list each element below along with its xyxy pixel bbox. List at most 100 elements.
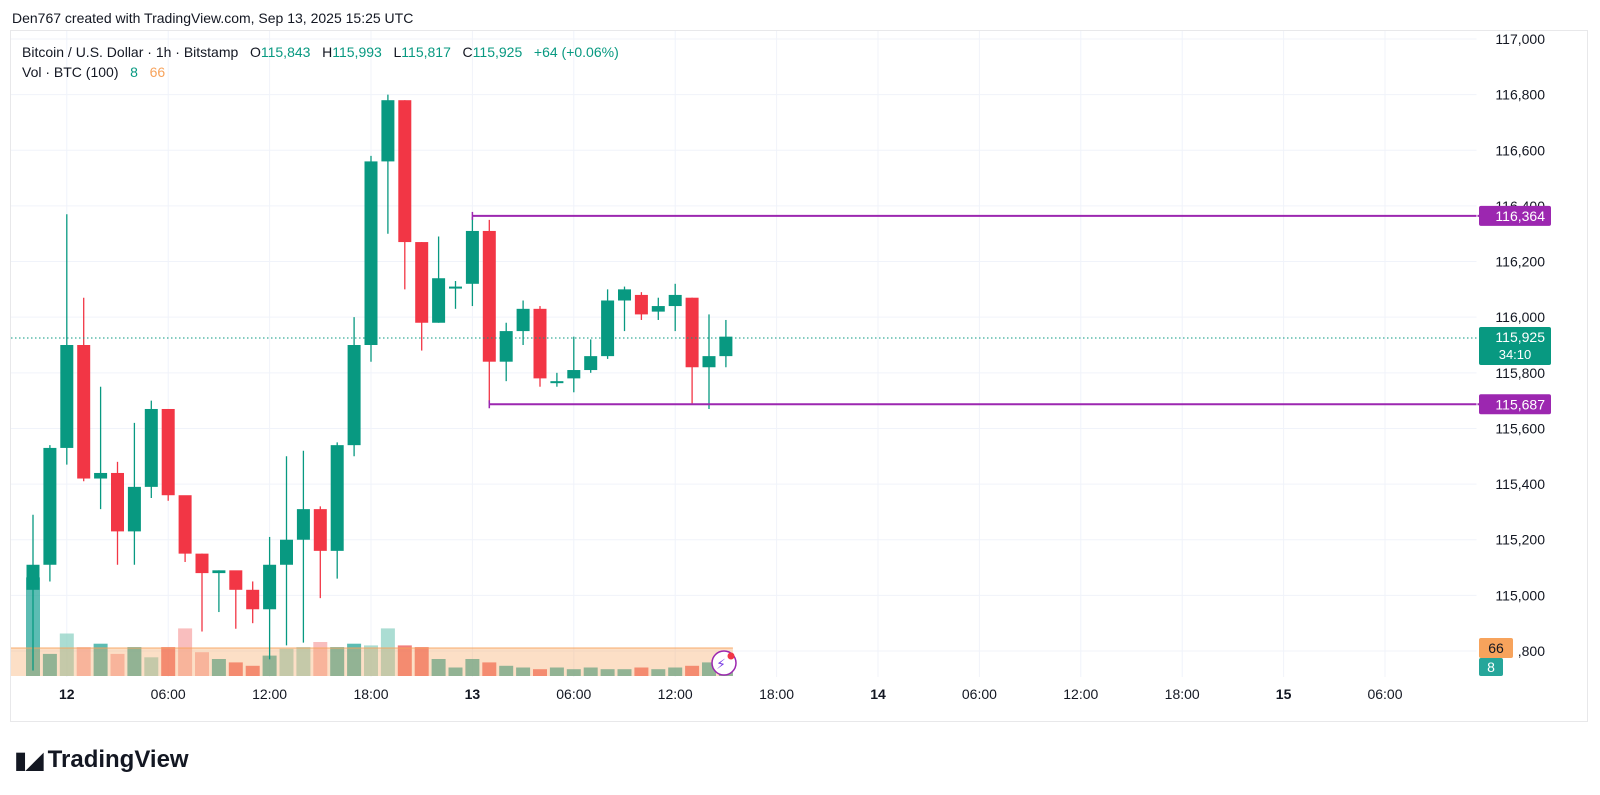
candle-body[interactable] [94,472,108,479]
candle-body[interactable] [229,570,243,590]
volume-bar [431,659,446,676]
candle-body[interactable] [347,345,361,446]
volume-bar [76,647,91,676]
candle-body[interactable] [127,486,141,532]
candle-body[interactable] [398,100,412,243]
open-value: 115,843 [260,44,311,60]
ohlc-row: Bitcoin / U.S. Dollar · 1h · Bitstamp O1… [22,42,619,62]
y-tick-label: 115,800 [1495,365,1545,381]
candle-body[interactable] [246,589,260,610]
candle-body[interactable] [195,553,209,574]
volume-bar [93,643,108,676]
candle-body[interactable] [161,408,175,496]
symbol-label[interactable]: Bitcoin / U.S. Dollar · 1h · Bitstamp [22,44,239,60]
volume-bar [262,655,277,676]
volume-ma-badge-label: 66 [1488,640,1504,656]
close-value: 115,925 [472,44,523,60]
high-label: H [322,44,333,60]
last-price-label: 115,925 [1495,329,1545,345]
candle-body[interactable] [364,161,378,345]
volume-value: 8 [130,64,138,80]
candle-body[interactable] [482,230,496,362]
volume-bar [465,659,480,676]
volume-bar [533,669,547,676]
bar-countdown-label: 34:10 [1499,347,1532,362]
candle-body[interactable] [313,509,327,551]
high-value: 115,993 [332,44,382,60]
y-tick-label: 116,800 [1495,87,1545,103]
x-tick-label: 06:00 [151,686,186,702]
candle-body[interactable] [685,297,699,368]
volume-bar [448,667,463,676]
candle-body[interactable] [381,100,395,162]
candle-body[interactable] [668,294,682,307]
volume-bar [161,647,176,676]
x-tick-label: 18:00 [1165,686,1200,702]
volume-bar [397,645,412,676]
last-price-badge [1479,327,1551,366]
chart-credit: Den767 created with TradingView.com, Sep… [12,10,414,26]
open-label: O [249,44,261,60]
candle-body[interactable] [533,308,547,379]
candle-body[interactable] [280,539,293,565]
volume-row: Vol · BTC (100) 8 66 [22,62,619,82]
volume-badge-label: 8 [1487,659,1495,675]
change-value: +64 (+0.06%) [533,44,619,60]
chart-frame[interactable] [10,30,1588,722]
volume-label[interactable]: Vol · BTC (100) [22,64,119,80]
candle-body[interactable] [584,356,598,371]
candle-body[interactable] [60,345,74,448]
candle-body[interactable] [432,278,446,323]
candle-body[interactable] [43,447,57,565]
volume-bar [380,628,395,676]
chart-legend: Bitcoin / U.S. Dollar · 1h · Bitstamp O1… [22,42,619,82]
volume-bar [482,662,497,676]
candle-body[interactable] [26,564,40,590]
volume-bar [110,653,125,676]
candle-body[interactable] [601,300,615,357]
volume-bar [42,653,57,676]
volume-bar [668,667,683,676]
x-tick-label: 12:00 [658,686,693,702]
y-tick-label-partial: ,800 [1518,643,1545,659]
candle-body[interactable] [567,370,581,379]
x-tick-label: 14 [870,686,886,702]
candle-body[interactable] [465,230,479,284]
volume-bar [59,633,74,676]
candle-body[interactable] [77,345,91,479]
tradingview-logo[interactable]: ▮◢ TradingView [14,746,189,774]
candle-body[interactable] [330,445,344,551]
candle-body[interactable] [178,495,192,554]
low-value: 115,817 [401,44,451,60]
volume-ma-area [11,648,733,676]
candle-body[interactable] [516,308,530,332]
candle-body[interactable] [111,472,124,532]
volume-bar [617,669,632,676]
volume-bar [211,659,226,676]
price-chart[interactable]: 115,000 115,200 115,400 115,600 115,800 116,0… [0,0,1600,730]
candle-body[interactable] [651,306,665,312]
volume-bar [566,669,581,676]
candle-body[interactable] [212,570,226,574]
volume-bar [685,665,700,676]
candle-body[interactable] [263,564,277,610]
volume-bar [414,647,429,676]
volume-bar [347,643,362,676]
x-tick-label: 18:00 [759,686,794,702]
y-tick-label: 116,000 [1495,309,1545,325]
candle-body[interactable] [144,408,158,487]
x-tick-label: 13 [465,686,481,702]
candle-body[interactable] [499,331,513,362]
candle-body[interactable] [634,294,648,315]
candle-body[interactable] [618,289,631,301]
candle-body[interactable] [550,381,564,384]
x-tick-label: 12 [59,686,75,702]
candle-body[interactable] [702,356,716,368]
brand-name: TradingView [47,746,189,773]
candle-body[interactable] [296,509,310,540]
candle-body[interactable] [415,242,429,323]
candle-body[interactable] [449,286,462,289]
level-price-label: 115,687 [1495,396,1545,412]
candle-body[interactable] [719,336,733,357]
x-tick-label: 12:00 [1063,686,1098,702]
